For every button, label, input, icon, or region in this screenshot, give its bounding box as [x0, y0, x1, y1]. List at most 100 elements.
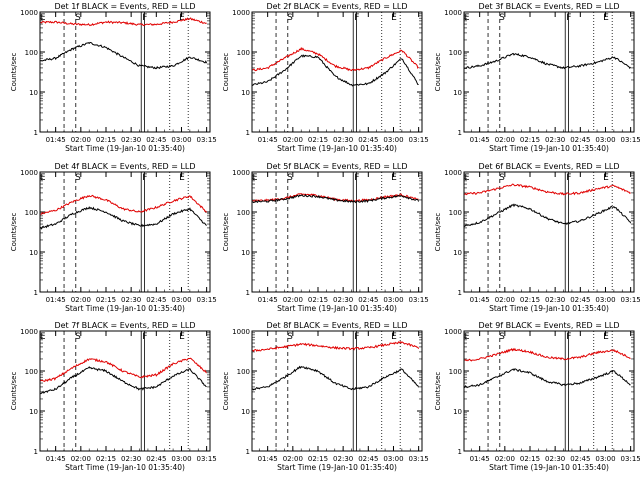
y-tick-label: 10 [29, 408, 38, 416]
flare-marker-label: F [354, 332, 359, 342]
y-tick-label: 100 [449, 368, 462, 376]
y-tick-label: 10 [241, 408, 250, 416]
x-axis-label: Start Time (19-Jan-10 01:35:40) [489, 463, 609, 472]
y-tick-label: 10 [241, 249, 250, 257]
y-tick-label: 1 [458, 289, 462, 297]
flare-marker-label: E [40, 173, 46, 183]
y-axis-label: Counts/sec [10, 213, 18, 252]
chart-title: Det 5f BLACK = Events, RED = LLD [266, 162, 407, 171]
y-tick-label: 10 [453, 249, 462, 257]
x-tick-label: 02:45 [570, 296, 590, 304]
x-tick-label: 02:15 [96, 455, 116, 463]
flare-marker-label: E [179, 13, 185, 23]
events-series-line [40, 41, 208, 70]
flare-marker-label: E [40, 332, 46, 342]
y-axis-label: Counts/sec [222, 372, 230, 411]
x-tick-label: 02:00 [283, 296, 303, 304]
chart-panel: Det 1f BLACK = Events, RED = LLD 1 10 100 10… [10, 2, 217, 153]
x-tick-label: 02:30 [333, 296, 353, 304]
chart-panel: Det 6f BLACK = Events, RED = LLD 1 10 100 10… [434, 162, 640, 313]
events-series-line [252, 54, 419, 87]
x-tick-label: 02:00 [71, 136, 91, 144]
lld-series-line [464, 183, 631, 196]
chart-title: Det 2f BLACK = Events, RED = LLD [266, 2, 407, 11]
flare-marker-label: E [464, 332, 470, 342]
x-tick-label: 03:15 [621, 296, 640, 304]
chart-panel: Det 4f BLACK = Events, RED = LLD 1 10 100 10… [10, 162, 217, 313]
events-series-line [464, 368, 631, 389]
flare-marker-label: S [499, 173, 505, 183]
lld-series-line [252, 340, 420, 353]
flare-marker-label: S [287, 332, 293, 342]
y-tick-label: 100 [25, 49, 38, 57]
y-tick-label: 1000 [232, 169, 250, 177]
x-axis-label: Start Time (19-Jan-10 01:35:40) [277, 144, 397, 153]
y-tick-label: 1 [246, 129, 250, 137]
y-tick-label: 100 [449, 209, 462, 217]
flare-marker-label: F [566, 173, 571, 183]
y-tick-label: 1000 [20, 9, 38, 17]
x-axis-label: Start Time (19-Jan-10 01:35:40) [489, 304, 609, 313]
flare-marker-label: F [566, 13, 571, 23]
chart-panel: Det 9f BLACK = Events, RED = LLD 1 10 100 10… [434, 321, 640, 472]
x-tick-label: 03:15 [621, 136, 640, 144]
flare-marker-label: F [354, 13, 359, 23]
x-tick-label: 03:00 [171, 296, 191, 304]
y-tick-label: 1 [34, 448, 38, 456]
y-tick-label: 1 [34, 289, 38, 297]
x-tick-label: 02:30 [121, 136, 141, 144]
plot-frame [251, 171, 423, 293]
y-tick-label: 100 [25, 209, 38, 217]
x-tick-label: 01:45 [46, 136, 66, 144]
x-tick-label: 03:15 [621, 455, 640, 463]
y-axis-label: Counts/sec [10, 372, 18, 411]
x-tick-label: 03:00 [171, 136, 191, 144]
flare-marker-label: S [287, 173, 293, 183]
chart-title: Det 9f BLACK = Events, RED = LLD [478, 321, 619, 330]
flare-marker-label: E [179, 173, 185, 183]
lld-series-line [40, 194, 208, 215]
y-tick-label: 10 [453, 408, 462, 416]
y-tick-label: 1000 [232, 328, 250, 336]
y-axis-label: Counts/sec [434, 53, 442, 92]
x-tick-label: 03:15 [197, 455, 217, 463]
x-tick-label: 03:00 [595, 296, 615, 304]
chart-title: Det 4f BLACK = Events, RED = LLD [54, 162, 195, 171]
x-tick-label: 03:00 [383, 136, 403, 144]
flare-marker-label: F [566, 332, 571, 342]
x-axis-label: Start Time (19-Jan-10 01:35:40) [277, 304, 397, 313]
flare-marker-label: E [603, 13, 609, 23]
flare-marker-label: E [391, 13, 397, 23]
y-tick-label: 100 [25, 368, 38, 376]
y-tick-label: 1000 [444, 9, 462, 17]
x-tick-label: 02:00 [283, 455, 303, 463]
flare-marker-label: E [391, 173, 397, 183]
y-tick-label: 1 [246, 289, 250, 297]
x-tick-label: 01:45 [258, 136, 278, 144]
x-tick-label: 03:00 [383, 455, 403, 463]
x-tick-label: 03:00 [595, 136, 615, 144]
y-tick-label: 1 [458, 129, 462, 137]
x-tick-label: 02:15 [308, 136, 328, 144]
x-tick-label: 02:30 [545, 455, 565, 463]
y-axis-label: Counts/sec [222, 213, 230, 252]
x-tick-label: 02:15 [520, 455, 540, 463]
x-axis-label: Start Time (19-Jan-10 01:35:40) [65, 304, 185, 313]
flare-marker-label: E [40, 13, 46, 23]
x-tick-label: 03:00 [595, 455, 615, 463]
flare-marker-label: S [499, 332, 505, 342]
x-tick-label: 02:30 [333, 455, 353, 463]
x-tick-label: 02:45 [358, 296, 378, 304]
x-tick-label: 03:00 [383, 296, 403, 304]
x-axis-label: Start Time (19-Jan-10 01:35:40) [489, 144, 609, 153]
events-series-line [464, 203, 632, 228]
y-tick-label: 1000 [444, 169, 462, 177]
chart-panel: Det 8f BLACK = Events, RED = LLD 1 10 100 10… [222, 321, 429, 472]
y-axis-label: Counts/sec [434, 372, 442, 411]
x-tick-label: 01:45 [258, 296, 278, 304]
x-tick-label: 02:30 [333, 136, 353, 144]
y-axis-label: Counts/sec [222, 53, 230, 92]
y-tick-label: 1000 [20, 328, 38, 336]
flare-marker-label: F [142, 173, 147, 183]
plot-frame [463, 171, 635, 293]
